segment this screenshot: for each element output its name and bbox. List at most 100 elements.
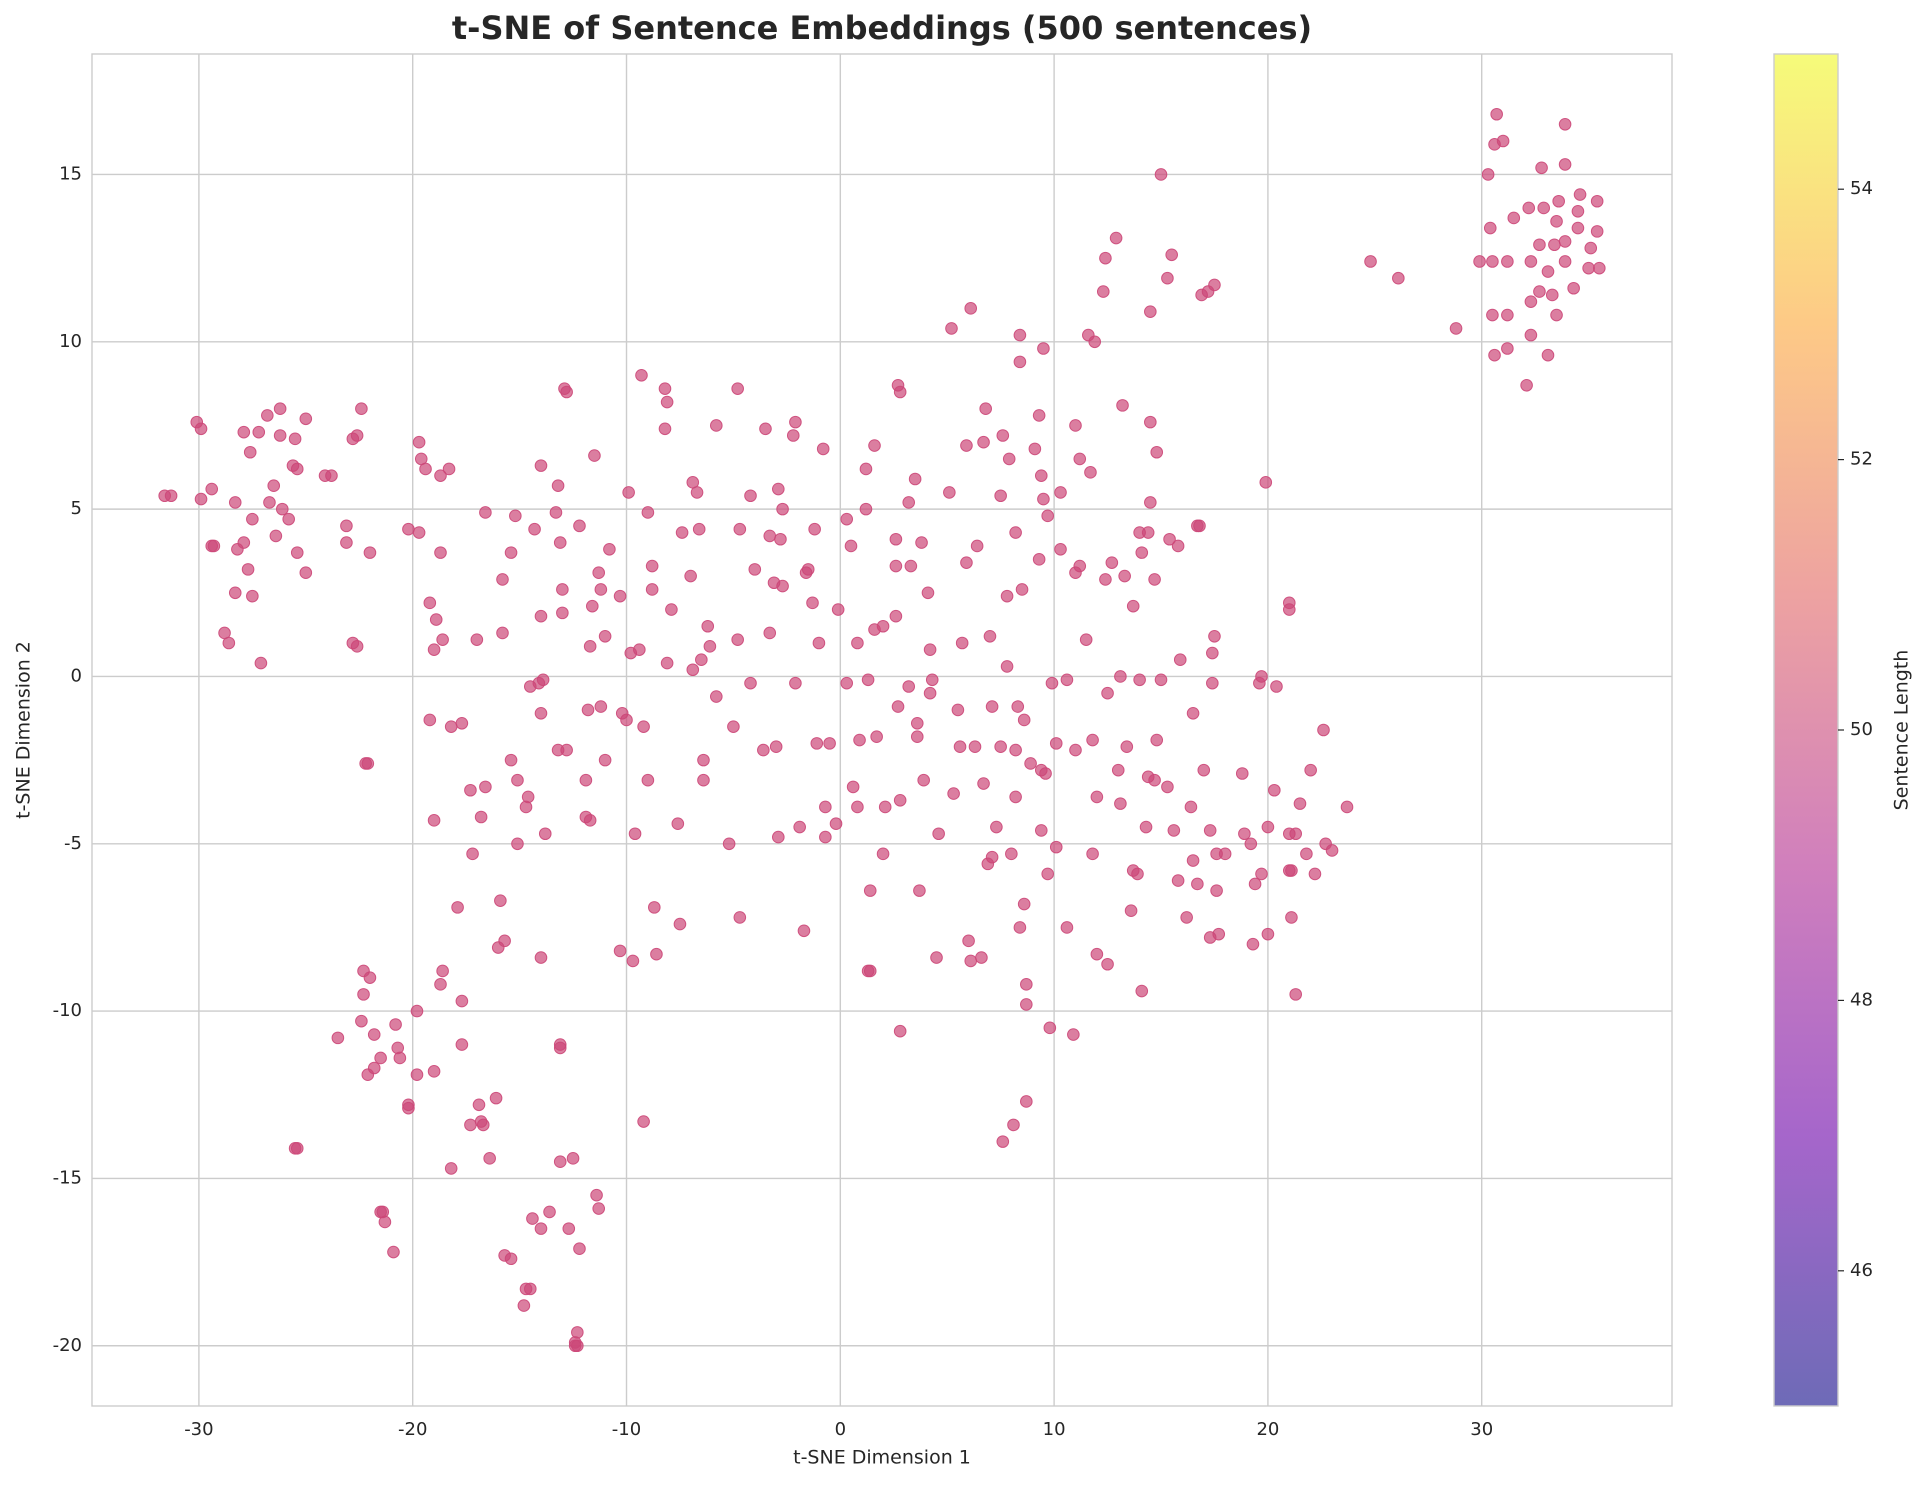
point [592,566,606,580]
point [1079,633,1093,646]
point [1501,255,1514,268]
point [427,1065,441,1078]
point [1101,686,1114,700]
point [955,636,969,650]
grid [92,54,1672,1406]
point [943,486,956,499]
point [549,506,563,519]
point [648,901,661,914]
point [1017,713,1031,727]
point [772,482,785,496]
point [1167,824,1181,837]
point [994,489,1007,503]
point [290,462,304,476]
point [1161,271,1174,285]
point [464,783,477,797]
point [710,690,723,703]
point [910,730,924,743]
point [851,636,864,650]
point [423,596,437,610]
point [367,1061,381,1075]
point [673,917,687,931]
point [583,640,597,653]
point [953,740,967,754]
point [1496,134,1510,148]
point [275,502,289,516]
point [891,700,905,713]
point [479,780,492,794]
point [436,964,449,978]
point [1481,168,1495,181]
point [517,1299,531,1312]
point [246,589,259,603]
point [1002,452,1016,466]
point [1449,322,1463,335]
point [434,546,447,559]
point [222,636,236,650]
point [1116,399,1129,412]
point [252,425,266,439]
y-axis-label: t-SNE Dimension 2 [13,641,35,819]
point [340,536,353,549]
x-tick-label: 30 [1470,1419,1493,1440]
point [650,947,663,961]
point [1124,904,1138,918]
point [917,773,930,787]
point [1208,629,1221,643]
point [660,395,674,409]
point [1118,569,1131,583]
point [889,559,903,573]
point [889,532,903,546]
point [1567,281,1580,295]
point [829,817,843,831]
point [534,1222,548,1235]
point [585,599,599,613]
point [1197,763,1211,777]
point [1043,1021,1057,1035]
point [466,847,479,861]
point [626,954,640,968]
point [853,733,866,747]
point [470,633,484,646]
point [389,1018,402,1031]
point [1060,673,1074,687]
point [620,713,633,727]
point [536,673,550,687]
point [331,1031,345,1045]
point [476,1118,490,1132]
point [701,619,715,633]
point [902,496,916,509]
colorbar-tick-label: 52 [1850,449,1873,470]
point [1024,757,1037,770]
y-tick-label: 0 [71,665,82,686]
point [451,901,464,914]
point [1186,854,1200,867]
point [504,546,518,559]
point [686,663,700,677]
point [1259,476,1273,489]
point [1037,492,1050,506]
point [996,1135,1010,1148]
point [932,827,945,841]
point [1524,295,1538,308]
point [273,402,287,416]
point [1289,988,1303,1001]
point [977,777,990,790]
point [556,606,569,620]
point [930,951,943,964]
point [1582,261,1595,275]
point [1120,740,1134,754]
point [355,402,368,416]
point [1533,238,1546,252]
point [1144,415,1157,429]
point [1041,867,1054,881]
point [464,1118,477,1132]
point [590,1188,603,1202]
chart-title: t-SNE of Sentence Embeddings (500 senten… [452,9,1312,47]
point [1060,921,1074,934]
point [1541,348,1555,362]
point [1005,847,1018,861]
point [731,633,744,646]
y-tick-label: -15 [53,1167,82,1188]
